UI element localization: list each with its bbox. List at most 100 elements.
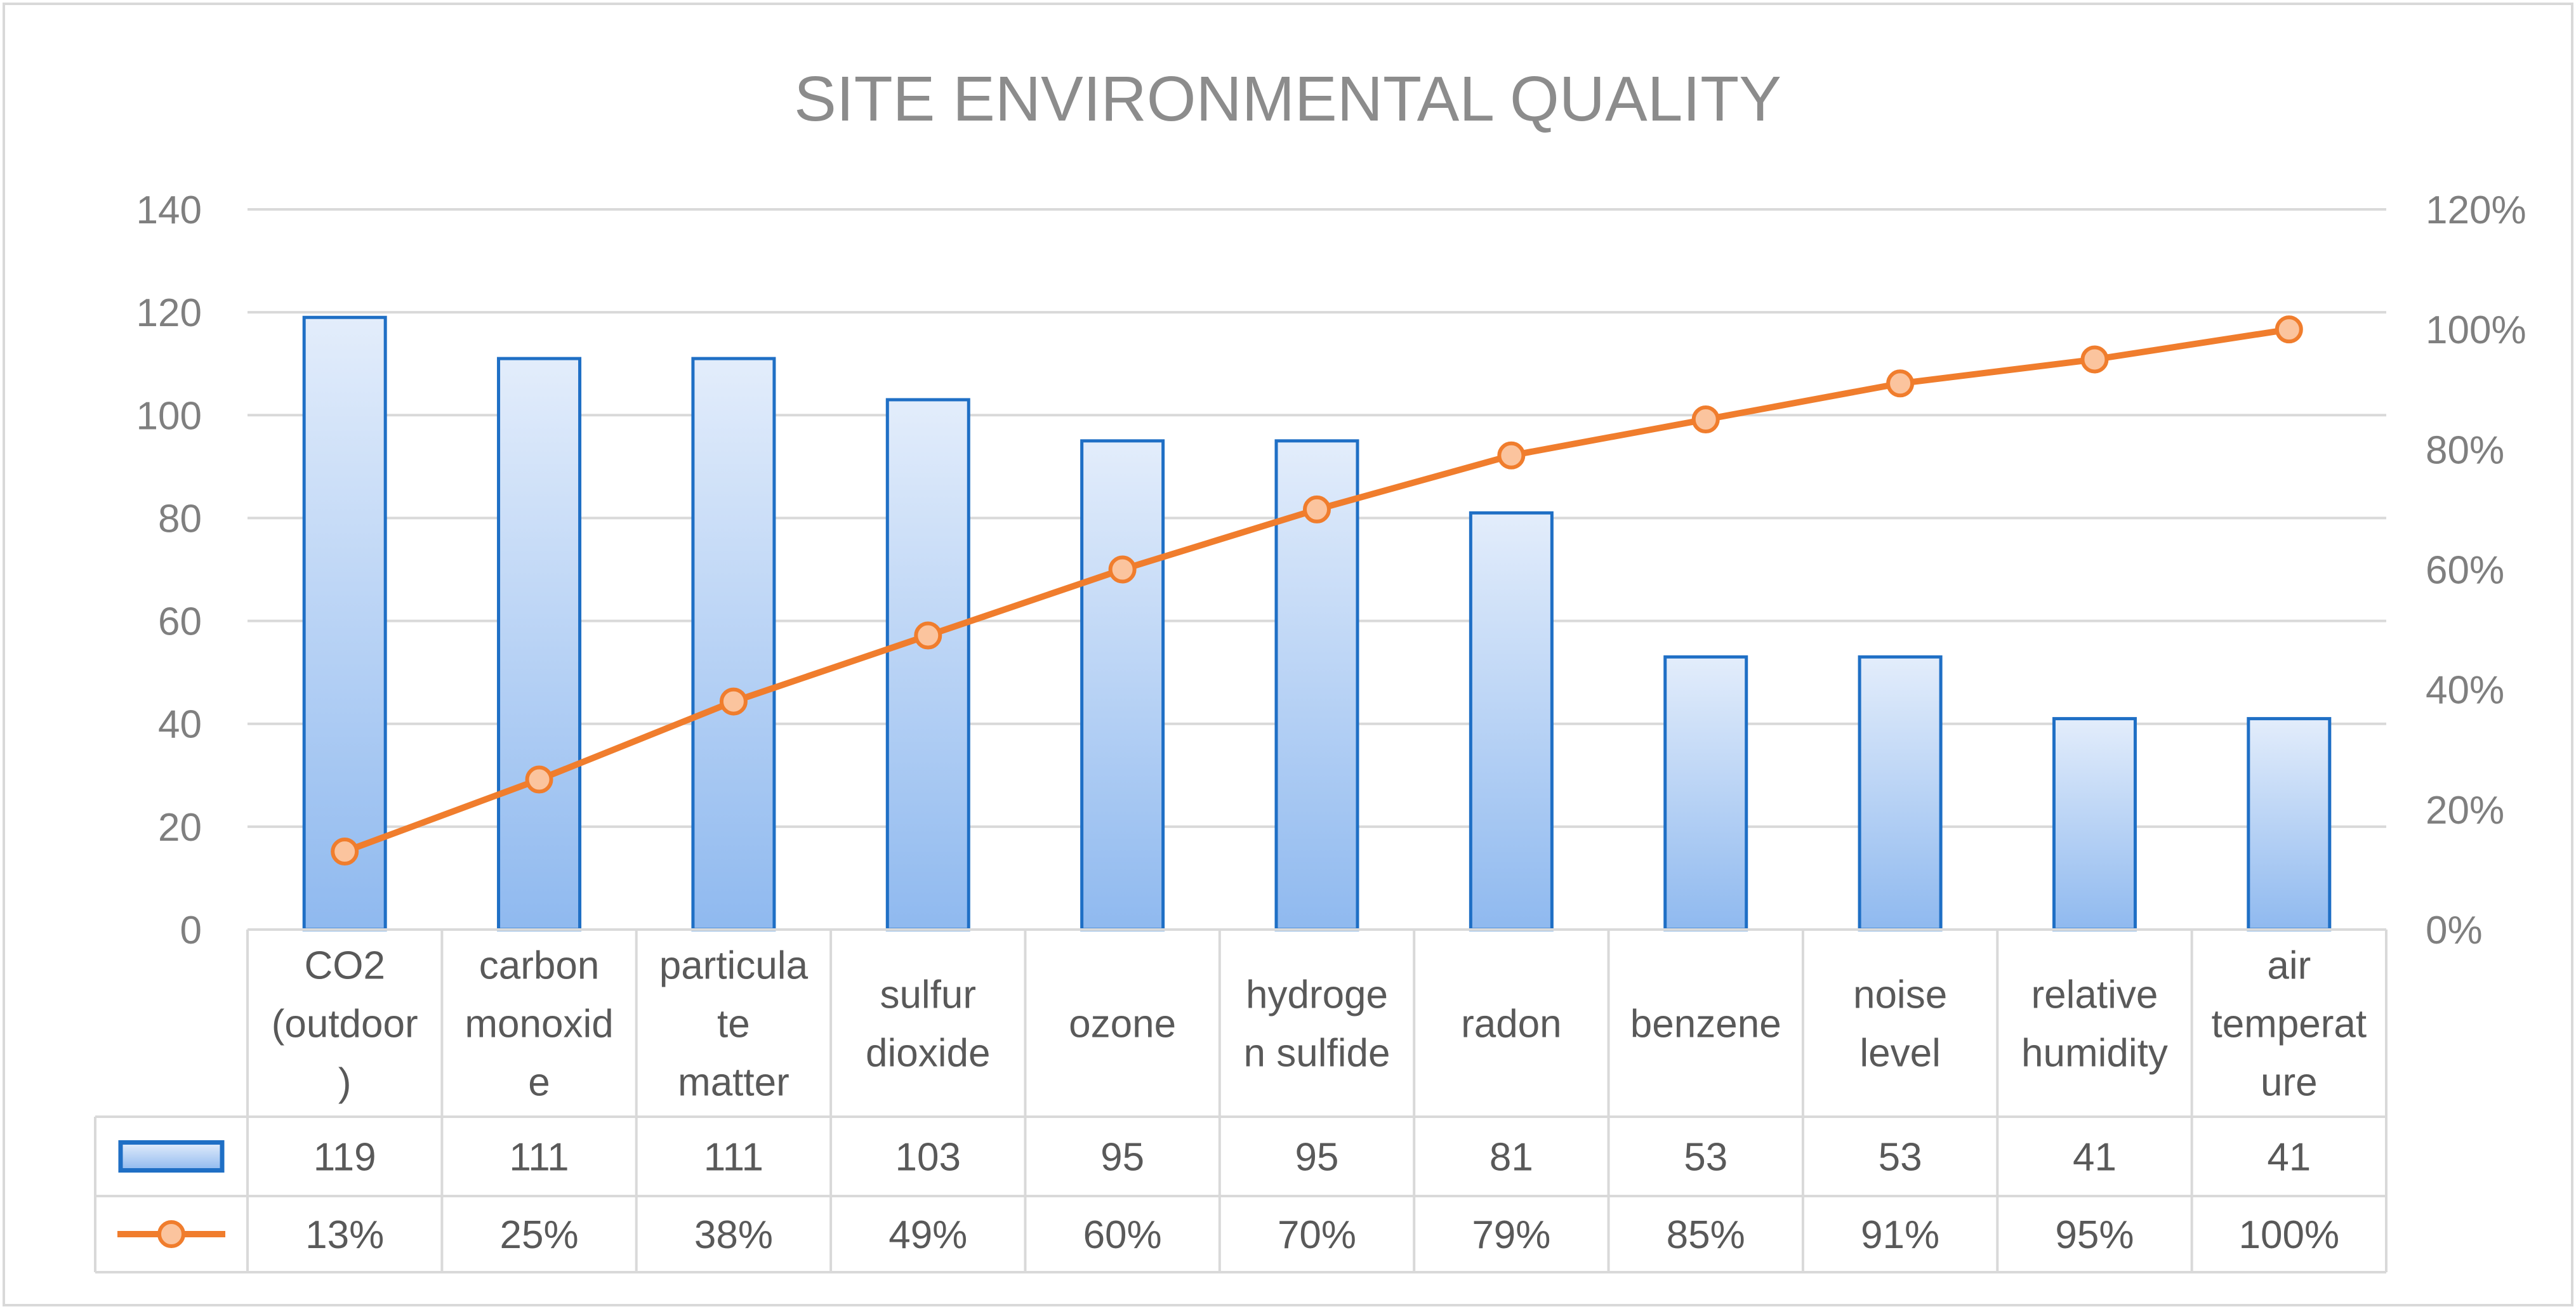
cumulative-value-cell: 49% [888, 1213, 967, 1257]
data-table: CO2 (outdoor) carbon monoxid e particula te mat… [94, 928, 2388, 1273]
line-point [914, 621, 942, 650]
right-tick-label: 0% [2426, 909, 2483, 952]
left-tick-label: 140 [136, 188, 202, 232]
left-tick-label: 40 [158, 703, 202, 747]
bar [2052, 717, 2137, 931]
bar-value-cell: 95 [1100, 1136, 1144, 1180]
bar-value-cell: 53 [1684, 1136, 1727, 1180]
legend-key-bar [118, 1140, 225, 1173]
category-label-line: relative [2031, 973, 2158, 1017]
cumulative-value-cell: 95% [2055, 1213, 2134, 1257]
bar-value-cell: 111 [704, 1136, 763, 1180]
left-tick-label: 100 [136, 394, 202, 438]
category-label-line: sulfur [880, 973, 976, 1017]
cumulative-value-cell: 13% [305, 1213, 384, 1257]
bar [1469, 511, 1554, 931]
category-label: carbon monoxid e [465, 944, 613, 1105]
bar-value-cell: 103 [895, 1136, 961, 1180]
left-tick-label: 20 [158, 806, 202, 850]
category-label: particula te matter [659, 944, 809, 1105]
category-label-line: temperat [2211, 1003, 2367, 1046]
bar [302, 315, 387, 931]
category-label: air temperat ure [2211, 944, 2367, 1105]
bar-value-cell: 53 [1879, 1136, 1922, 1180]
bar-value-cell: 41 [2073, 1136, 2117, 1180]
category-label-line: n sulfide [1244, 1032, 1390, 1075]
bar [885, 398, 970, 931]
cumulative-value-cell: 38% [694, 1213, 773, 1257]
category-label: relative humidity [2021, 973, 2168, 1075]
line-point [1108, 555, 1137, 584]
category-label-line: particula [659, 944, 809, 988]
category-label-line: hydroge [1246, 973, 1388, 1017]
line-point [1691, 405, 1720, 434]
category-label-line: noise [1853, 973, 1947, 1017]
line-point [1303, 495, 1331, 523]
bar [691, 357, 776, 931]
category-label: sulfur dioxide [866, 973, 990, 1075]
cumulative-value-cell: 60% [1083, 1213, 1162, 1257]
legend-key-marker [157, 1220, 185, 1248]
category-label: benzene [1630, 1003, 1781, 1046]
category-label-line: matter [678, 1061, 789, 1105]
cumulative-value-cell: 70% [1278, 1213, 1356, 1257]
category-label: ozone [1069, 1003, 1176, 1046]
left-axis: 0 20 40 60 80 100 120 140 [136, 188, 202, 952]
category-label-line: dioxide [866, 1032, 990, 1075]
right-tick-label: 100% [2426, 308, 2526, 352]
line-series [331, 315, 2303, 866]
gridlines [248, 208, 2386, 828]
category-label-line: ozone [1069, 1003, 1176, 1046]
right-tick-label: 120% [2426, 188, 2526, 232]
bar-value-cell: 111 [509, 1136, 569, 1180]
left-tick-label: 60 [158, 600, 202, 644]
right-tick-label: 80% [2426, 428, 2504, 472]
category-label-line: te [717, 1003, 750, 1046]
category-label: hydroge n sulfide [1244, 973, 1390, 1075]
bar-value-cell: 119 [314, 1136, 376, 1180]
line-point [1886, 369, 1915, 398]
left-tick-label: 80 [158, 497, 202, 541]
cumulative-value-cell: 79% [1472, 1213, 1550, 1257]
category-label-line: (outdoor [272, 1003, 418, 1046]
bar-value-cell: 41 [2267, 1136, 2311, 1180]
category-label: radon [1461, 1003, 1562, 1046]
bar [2247, 717, 2332, 931]
category-label-line: humidity [2021, 1032, 2168, 1075]
bar [1080, 439, 1165, 931]
line-point [1497, 441, 1526, 470]
cumulative-value-cell: 25% [499, 1213, 578, 1257]
line-point [525, 765, 553, 794]
category-label-line: air [2267, 944, 2311, 988]
category-label-line: radon [1461, 1003, 1562, 1046]
category-label: noise level [1853, 973, 1947, 1075]
right-tick-label: 20% [2426, 789, 2504, 832]
category-label-line: CO2 [304, 944, 385, 988]
category-label-line: carbon [479, 944, 600, 988]
bar-value-cell: 95 [1295, 1136, 1339, 1180]
cumulative-value-cell: 85% [1667, 1213, 1745, 1257]
bar-value-cell: 81 [1489, 1136, 1533, 1180]
category-label-line: monoxid [465, 1003, 613, 1046]
cumulative-value-cell: 91% [1861, 1213, 1939, 1257]
category-label-line: benzene [1630, 1003, 1781, 1046]
line-point [719, 687, 748, 716]
line-point [331, 838, 359, 866]
category-label-line: level [1859, 1032, 1941, 1075]
category-label: CO2 (outdoor) [272, 944, 418, 1105]
chart-title: SITE ENVIRONMENTAL QUALITY [794, 63, 1781, 135]
bar [1858, 655, 1943, 931]
right-axis: 0% 20% 40% 60% 80% 100% 120% [2426, 188, 2526, 952]
left-tick-label: 120 [136, 291, 202, 335]
left-tick-label: 0 [180, 909, 202, 952]
line-point [2080, 345, 2109, 374]
right-tick-label: 60% [2426, 549, 2504, 593]
right-tick-label: 40% [2426, 669, 2504, 713]
category-label-line: ) [338, 1061, 352, 1105]
category-label-line: e [528, 1061, 550, 1105]
bar [497, 357, 582, 931]
bar [1663, 655, 1748, 931]
line-point [2275, 315, 2303, 344]
